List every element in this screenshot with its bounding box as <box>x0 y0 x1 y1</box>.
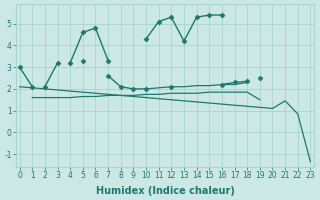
X-axis label: Humidex (Indice chaleur): Humidex (Indice chaleur) <box>96 186 235 196</box>
